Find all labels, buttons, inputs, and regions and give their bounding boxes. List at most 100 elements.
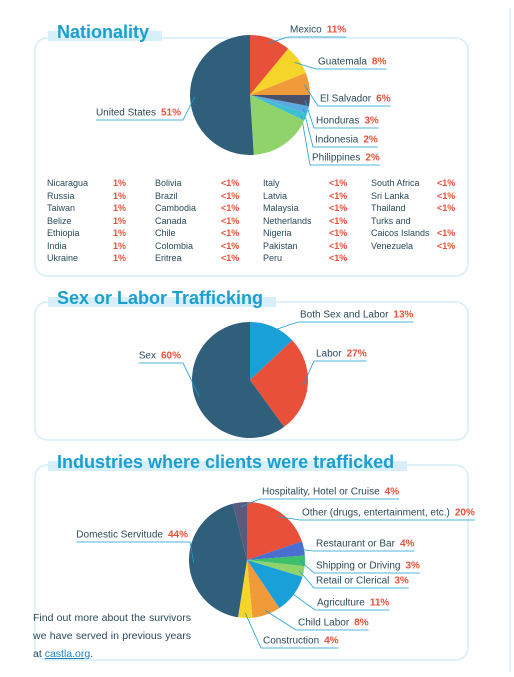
table-row: India 1% (47, 240, 155, 253)
leader-line (300, 560, 420, 574)
slice-value-label: 3% (364, 116, 379, 127)
country-share: <1% (329, 178, 348, 188)
country-share: <1% (221, 240, 240, 251)
pie-slice (192, 321, 285, 438)
leader-line (300, 115, 380, 166)
leader-line (264, 609, 369, 631)
slice-label: Labor (316, 349, 342, 360)
pie-slice (247, 555, 305, 567)
slice-label: Agriculture (317, 598, 365, 609)
table-row: Malaysia <1% (263, 202, 371, 215)
country-share: 1% (113, 190, 127, 201)
footer: Find out more about the survivors we hav… (33, 609, 191, 663)
country-name: Taiwan (47, 203, 76, 213)
country-share: 1% (113, 228, 127, 238)
slice-label: Shipping or Driving (316, 561, 401, 572)
slice-label: Both Sex and Labor (300, 310, 389, 321)
country-name: Ukraine (47, 253, 79, 263)
country-name: Sri Lanka (371, 190, 410, 201)
pie-slice (250, 95, 310, 107)
table-row: Peru <1% (263, 252, 371, 265)
country-share: <1% (329, 203, 348, 213)
leader-line (294, 62, 387, 70)
country-share: <1% (329, 228, 348, 238)
slice-value-label: 11% (327, 25, 347, 36)
country-name: Netherlands (263, 215, 312, 226)
slice-label: Other (drugs, entertainment, etc.) (302, 508, 450, 519)
leader-line (271, 321, 414, 332)
table-row: Italy <1% (263, 177, 371, 190)
slice-label: Indonesia (315, 135, 359, 146)
country-name: Latvia (263, 190, 288, 201)
slice-value-label: 60% (161, 351, 181, 362)
slice-value-label: 2% (363, 135, 378, 146)
chart-title: Sex or Labor Trafficking (57, 288, 263, 308)
country-share: <1% (221, 228, 240, 238)
pie-slice (250, 35, 289, 95)
leader-line (303, 108, 378, 148)
country-share: <1% (437, 228, 456, 238)
slice-value-label: 8% (354, 618, 369, 629)
leader-line (244, 613, 339, 649)
footer-link[interactable]: castla.org (44, 648, 91, 660)
table-row: Bolivia <1% (155, 177, 263, 190)
chart-title: Nationality (57, 22, 149, 42)
country-share: <1% (329, 253, 348, 263)
slice-label: El Salvador (320, 94, 372, 105)
pie-slice (250, 95, 309, 114)
table-row: Eritrea <1% (155, 252, 263, 265)
slice-value-label: 4% (385, 487, 400, 498)
pie-slice (250, 322, 293, 380)
slice-value-label: 4% (324, 636, 339, 647)
footer-text: Find out more about the survivors we hav… (33, 612, 191, 660)
pie-slice (250, 340, 308, 427)
leader-line (303, 84, 391, 107)
table-row: Canada <1% (155, 215, 263, 228)
country-name: Chile (155, 228, 176, 238)
country-share: 1% (113, 253, 127, 263)
table-row: Latvia <1% (263, 190, 371, 203)
table-row: Sri Lanka <1% (371, 190, 479, 203)
leader-line (299, 548, 415, 552)
table-row: Russia 1% (47, 190, 155, 203)
table-row: Nigeria <1% (263, 227, 371, 240)
country-share: <1% (437, 190, 456, 201)
table-row: Ethiopia 1% (47, 227, 155, 240)
country-name: Thailand (371, 203, 406, 213)
slice-value-label: 11% (370, 598, 390, 609)
table-row: Colombia <1% (155, 240, 263, 253)
country-share: <1% (437, 203, 456, 213)
country-name: Malaysia (263, 203, 299, 213)
title-band (48, 461, 408, 471)
pie-slice (188, 503, 247, 618)
table-column: Bolivia <1% Brazil <1% Cambodia <1% Canada <1% C… (155, 177, 263, 265)
country-share: <1% (221, 203, 240, 213)
country-share: <1% (221, 215, 240, 226)
country-name: Russia (47, 190, 75, 201)
pie-slice (232, 502, 247, 560)
slice-label: Construction (263, 636, 319, 647)
table-row: Turks and Caicos Islands <1% (371, 215, 479, 240)
slice-label: Restaurant or Bar (316, 539, 396, 550)
table-row: Thailand <1% (371, 202, 479, 215)
country-share: <1% (329, 190, 348, 201)
table-row: Venezuela <1% (371, 240, 479, 253)
leader-line (302, 360, 367, 386)
pie-slice (238, 560, 253, 619)
country-name: Colombia (155, 240, 194, 251)
country-name: Nigeria (263, 228, 292, 238)
table-column: South Africa <1% Sri Lanka <1% Thailand <1% Tu… (371, 177, 479, 265)
slice-value-label: 27% (347, 349, 367, 360)
nationality-table: Nicaragua 1% Russia 1% Taiwan 1% Belize 1% Ethio… (47, 177, 479, 265)
slice-label: Honduras (316, 116, 359, 127)
slice-value-label: 8% (372, 57, 387, 68)
slice-label: Mexico (290, 25, 322, 36)
slice-value-label: 20% (455, 508, 475, 519)
country-name: India (47, 240, 67, 251)
country-share: 1% (113, 215, 127, 226)
slice-label: Guatemala (318, 57, 367, 68)
chart-title: Industries where clients were trafficked (57, 452, 394, 472)
pie-slice (247, 560, 280, 618)
slice-value-label: 3% (406, 561, 421, 572)
